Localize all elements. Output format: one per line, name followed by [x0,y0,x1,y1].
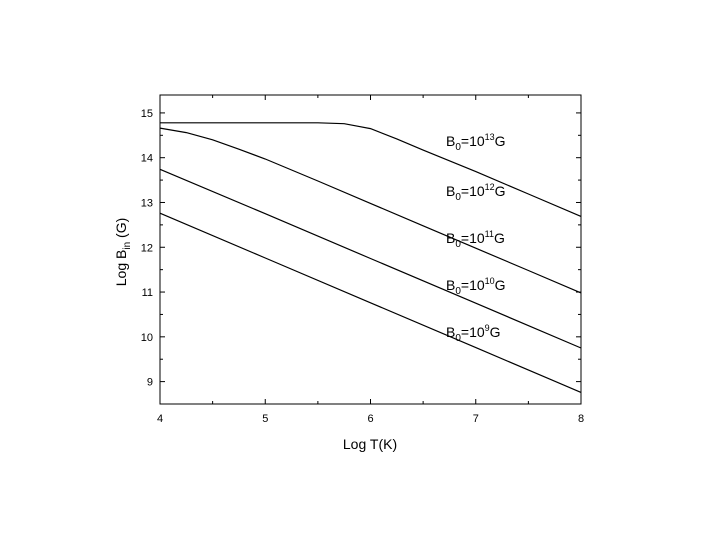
series-label-end: G [490,324,501,340]
series-label-sup: 12 [485,182,495,192]
plot-frame [159,94,582,405]
series-label-base: B [446,324,455,340]
plot-axes: 4 5 6 7 8 9 10 11 12 13 14 15 [141,94,584,425]
series-label-mid: =10 [461,230,485,246]
series-label-1: B0=1012G [446,182,506,203]
x-tick-label: 5 [262,413,268,425]
y-axis-label-base: Log B [113,250,129,287]
y-tick-label: 12 [141,242,153,254]
series-label-sup: 9 [485,323,490,333]
y-tick-label: 9 [147,377,153,389]
y-tick-label: 10 [141,332,153,344]
x-tick-label: 7 [473,413,479,425]
series-label-mid: =10 [461,133,485,149]
y-axis-label: Log Bin (G) [113,218,133,287]
y-tick-label: 13 [141,197,153,209]
series-label-sub: 0 [455,142,461,153]
y-axis-label-unit: (G) [113,218,129,242]
series-label-mid: =10 [461,324,485,340]
series-label-sup: 13 [485,132,495,142]
x-tick-label: 6 [367,413,373,425]
series-label-sub: 0 [455,333,461,344]
x-tick-label: 4 [157,413,163,425]
series-label-base: B [446,277,455,293]
series-label-0: B0=1013G [446,132,506,153]
series-line-2 [159,168,582,349]
series-label-base: B [446,230,455,246]
series-label-base: B [446,133,455,149]
series-group [159,122,582,393]
series-label-end: G [495,133,506,149]
series-line-0 [160,122,582,217]
series-label-sup: 11 [485,229,494,239]
series-label-3: B0=1010G [446,276,506,297]
x-axis-label: Log T(K) [343,436,397,452]
y-tick-label: 11 [142,287,153,299]
series-label-mid: =10 [461,277,485,293]
x-tick-label: 8 [578,413,584,425]
series-label-end: G [494,230,505,246]
series-label-2: B0=1011G [446,229,505,250]
series-line-3 [159,212,582,393]
series-label-sub: 0 [455,286,461,297]
series-label-sub: 0 [455,192,461,203]
series-label-sup: 10 [485,276,495,286]
series-label-end: G [495,183,506,199]
series-label-end: G [495,277,506,293]
series-label-sub: 0 [455,239,461,250]
y-axis-label-sub: in [122,242,133,250]
series-label-base: B [446,183,455,199]
series-line-1 [159,127,582,294]
series-label-4: B0=109G [446,323,501,344]
series-label-mid: =10 [461,183,485,199]
y-tick-label: 14 [141,153,153,165]
y-tick-label: 15 [141,108,153,120]
